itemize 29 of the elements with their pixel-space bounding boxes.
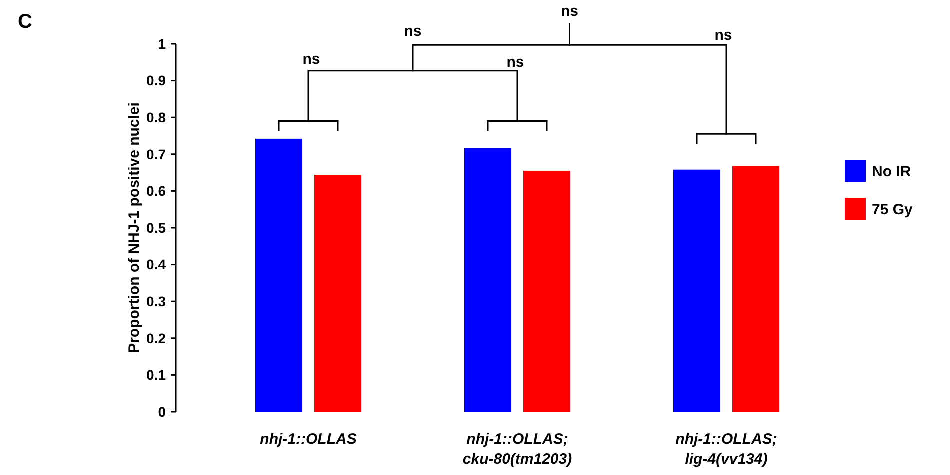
y-tick-label: 0.7 [146, 146, 166, 162]
text: ns [714, 27, 732, 44]
annotation: ns [506, 54, 524, 71]
y-tick-label: 0.1 [146, 367, 166, 384]
bar [524, 170, 570, 412]
text: ns [560, 3, 579, 20]
y-tick-label: 0.8 [146, 110, 166, 126]
y-tick-label: 0.3 [146, 294, 166, 310]
y-axis-title: Proportion of NHJ-1 positive nuclei [126, 102, 143, 354]
legend-label: 75 Gy [872, 201, 914, 218]
y-tick-label: 0.5 [146, 220, 166, 236]
y-tick-label: 0.6 [146, 183, 166, 200]
bar [464, 148, 512, 412]
y-tick-label: 0.4 [146, 256, 166, 273]
x-tick-label: nhj-1::OLLAS; cku-80(tm1203) [462, 431, 572, 468]
annotation: ns [302, 51, 320, 68]
y-tick-label: 0.2 [146, 330, 166, 346]
bar [256, 138, 302, 412]
bar [314, 175, 362, 412]
bar [732, 166, 780, 412]
y-tick-label: 1 [158, 36, 166, 52]
x-tick-label: nhj-1::OLLAS [260, 431, 357, 448]
y-tick-label: 0 [158, 404, 166, 420]
x-tick-label: nhj-1::OLLAS; lig-4(vv134) [676, 431, 778, 468]
bar [674, 170, 720, 412]
text: ns [404, 23, 422, 40]
legend-label: No IR [872, 163, 912, 180]
y-tick-label: 0.9 [146, 72, 166, 89]
text: C [18, 11, 32, 33]
